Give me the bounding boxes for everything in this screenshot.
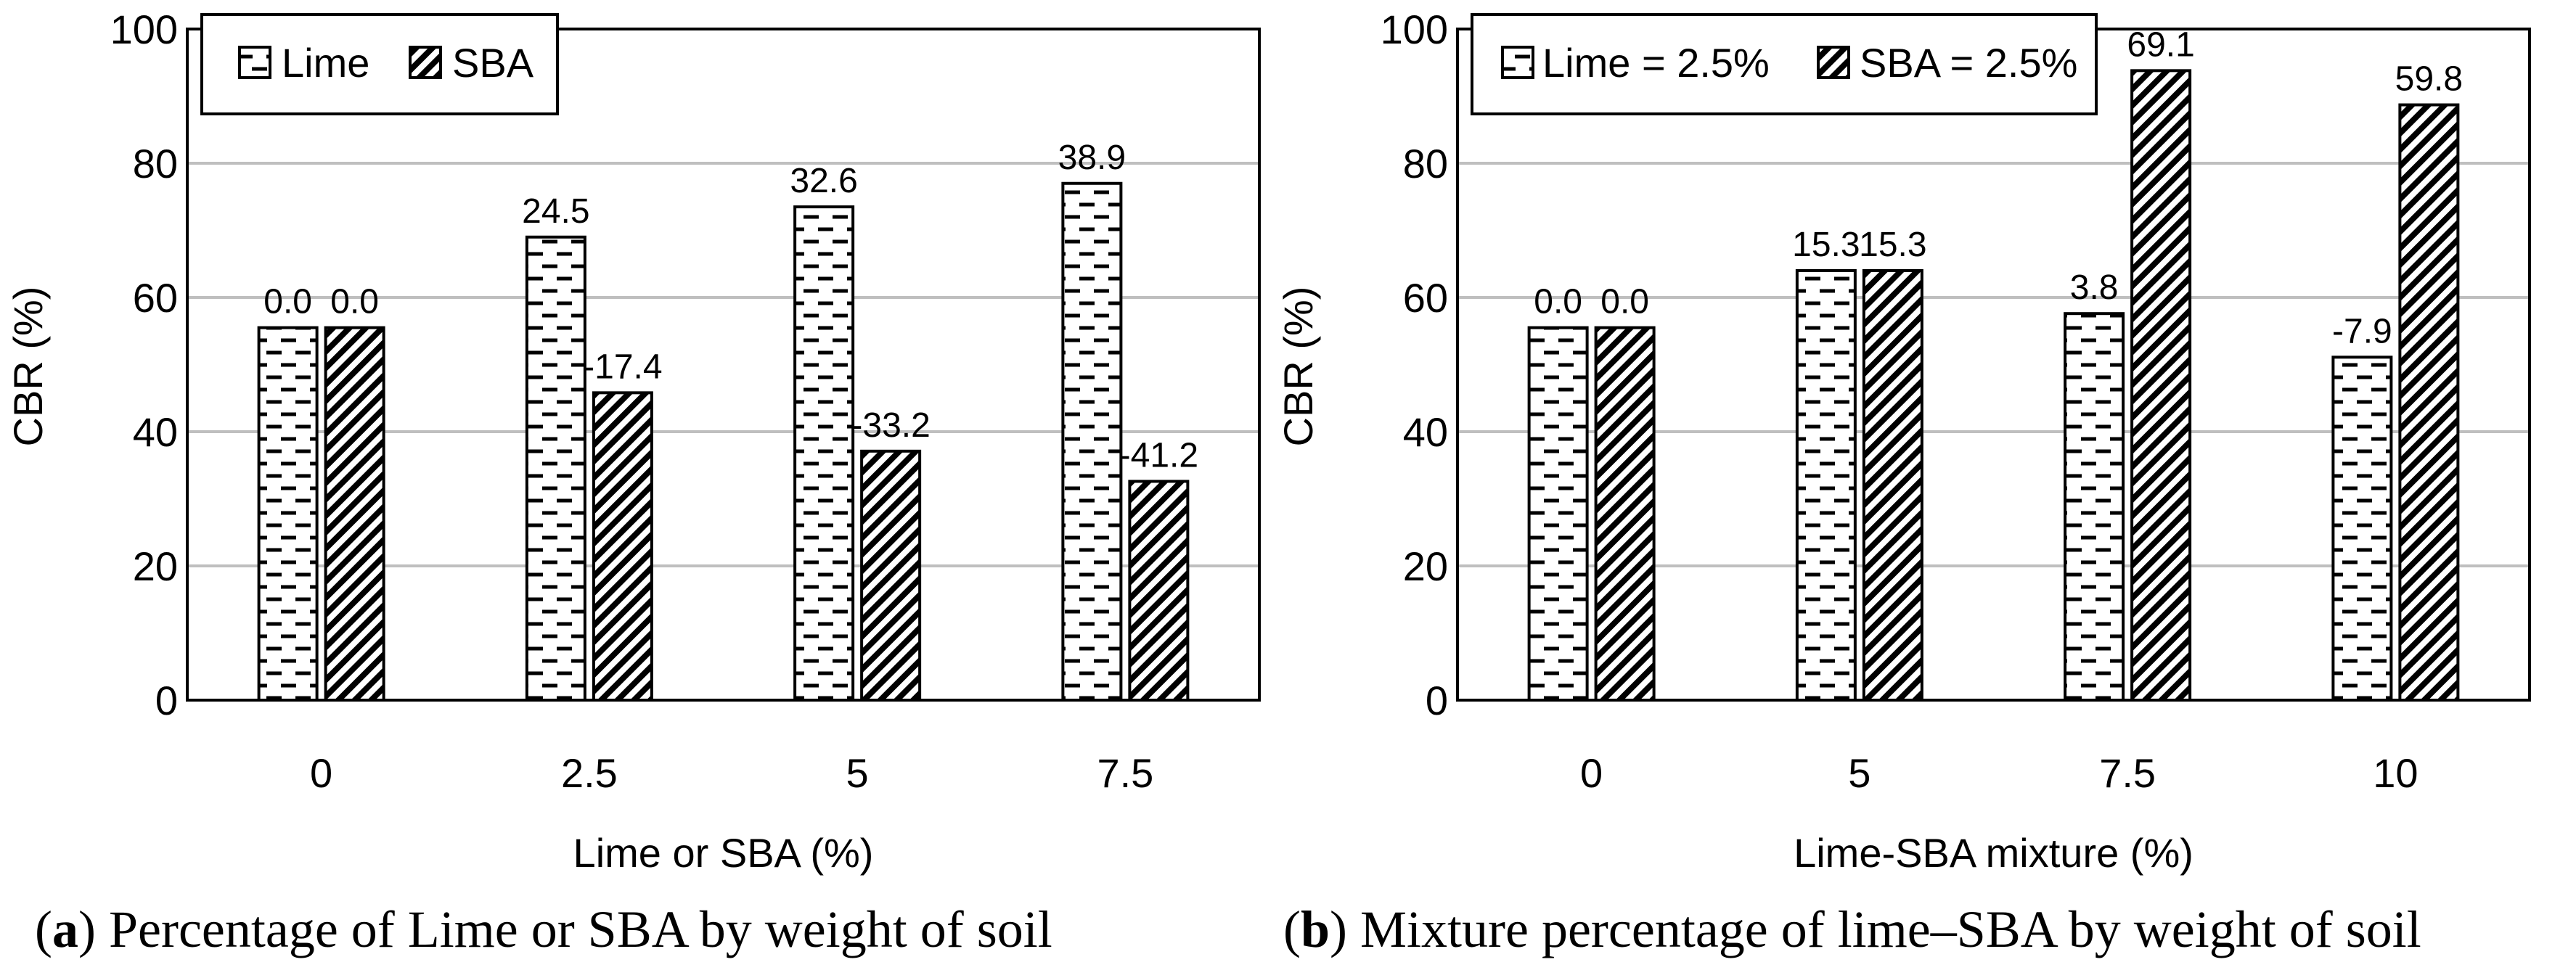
chart-b-bar-lime	[2064, 312, 2125, 702]
chart-b-x-tick-label: 10	[2373, 750, 2418, 796]
chart-a-data-label: -33.2	[851, 406, 930, 445]
chart-b-data-label: 59.8	[2395, 60, 2463, 99]
chart-b-bar-lime	[1795, 269, 1857, 702]
chart-b-bar-lime	[1527, 326, 1589, 702]
chart-a-legend-label: SBA	[452, 40, 534, 86]
chart-b-legend-swatch	[1817, 46, 1850, 79]
caption-b-letter: b	[1300, 900, 1330, 958]
chart-a-x-tick-label: 2.5	[561, 750, 618, 796]
chart-a-y-axis-label: CBR (%)	[5, 287, 51, 447]
chart-a-data-label: 24.5	[522, 192, 589, 231]
chart-a-plot-frame	[186, 28, 1261, 702]
chart-a-x-axis-label: Lime or SBA (%)	[573, 830, 874, 876]
chart-a-legend-swatch	[409, 46, 442, 79]
chart-a-bar-sba	[592, 391, 653, 702]
chart-b-data-label: 3.8	[2070, 268, 2119, 307]
chart-a-y-tick-label: 60	[133, 275, 178, 321]
chart-b-data-label: -7.9	[2332, 312, 2392, 350]
chart-a-bar-sba	[860, 449, 922, 702]
chart-b-y-tick-label: 60	[1403, 275, 1448, 321]
chart-b-y-tick-label: 40	[1403, 409, 1448, 455]
chart-a-x-tick-label: 5	[846, 750, 869, 796]
chart-b-y-tick-label: 100	[1381, 7, 1448, 52]
chart-a-y-tick-label: 80	[133, 141, 178, 186]
chart-b-data-label: 0.0	[1534, 283, 1582, 321]
chart-a-x-tick-label: 0	[310, 750, 332, 796]
chart-a-data-label: -17.4	[583, 348, 662, 386]
chart-b-legend-swatch	[1501, 46, 1534, 79]
caption-a-text: Percentage of Lime or SBA by weight of s…	[108, 900, 1052, 958]
chart-a-bar-sba	[1128, 480, 1190, 702]
chart-a-bar-lime	[793, 205, 855, 702]
chart-a-bar-lime	[257, 326, 319, 702]
chart-b-y-tick-label: 80	[1403, 141, 1448, 186]
chart-a-legend-label: Lime	[282, 40, 369, 86]
chart-b-x-tick-label: 0	[1580, 750, 1603, 796]
chart-b-x-axis-label: Lime-SBA mixture (%)	[1794, 830, 2193, 876]
chart-b-legend-box	[1471, 13, 2098, 115]
chart-b-bar-sba	[2398, 103, 2460, 702]
chart-a-y-tick-label: 20	[133, 543, 178, 589]
chart-a-y-tick-label: 40	[133, 409, 178, 455]
caption-b: (b) Mixture percentage of lime–SBA by we…	[1283, 900, 2421, 958]
chart-b-data-label: 15.3	[1792, 226, 1860, 264]
chart-a-x-tick-label: 7.5	[1097, 750, 1153, 796]
chart-a: 0 20 40 60 80 100 CBR (%) 0 0.0 0.0 2.5 24.5 -17.4 5 3…	[5, 7, 1261, 876]
chart-a-data-label: 0.0	[330, 283, 379, 321]
caption-b-text: Mixture percentage of lime–SBA by weight…	[1360, 900, 2421, 958]
chart-a-data-label: 0.0	[263, 283, 312, 321]
chart-b-legend-label: SBA = 2.5%	[1860, 40, 2077, 86]
chart-b-x-tick-label: 7.5	[2099, 750, 2156, 796]
chart-b-bar-sba	[2130, 69, 2192, 702]
chart-a-bar-sba	[324, 326, 385, 702]
chart-b-y-tick-label: 20	[1403, 543, 1448, 589]
chart-b-x-tick-label: 5	[1848, 750, 1870, 796]
chart-a-y-tick-label: 100	[110, 7, 178, 52]
chart-b-y-tick-label: 0	[1426, 678, 1448, 723]
chart-b-y-axis-label: CBR (%)	[1275, 287, 1321, 447]
chart-b-data-label: 15.3	[1859, 226, 1926, 264]
chart-a-bar-lime	[1061, 181, 1123, 702]
chart-a-data-label: 32.6	[790, 162, 857, 200]
chart-b-data-label: 69.1	[2127, 25, 2194, 64]
chart-b-bar-lime	[2331, 356, 2393, 702]
chart-a-data-label: -41.2	[1119, 436, 1198, 474]
chart-b-data-label: 0.0	[1600, 283, 1649, 321]
chart-a-legend-swatch	[238, 46, 271, 79]
caption-a-letter: a	[52, 900, 78, 958]
chart-a-bar-lime	[525, 235, 586, 702]
chart-a-y-tick-label: 0	[155, 678, 178, 723]
chart-b-bar-sba	[1594, 326, 1656, 702]
chart-b: 0 20 40 60 80 100 CBR (%) 0 0.0 0.0 5 15.315.3 7.5 3.…	[1275, 7, 2531, 876]
caption-a: (a) Percentage of Lime or SBA by weight …	[35, 900, 1052, 958]
chart-b-legend-label: Lime = 2.5%	[1542, 40, 1770, 86]
chart-b-bar-sba	[1862, 269, 1923, 702]
chart-a-data-label: 38.9	[1058, 139, 1126, 177]
